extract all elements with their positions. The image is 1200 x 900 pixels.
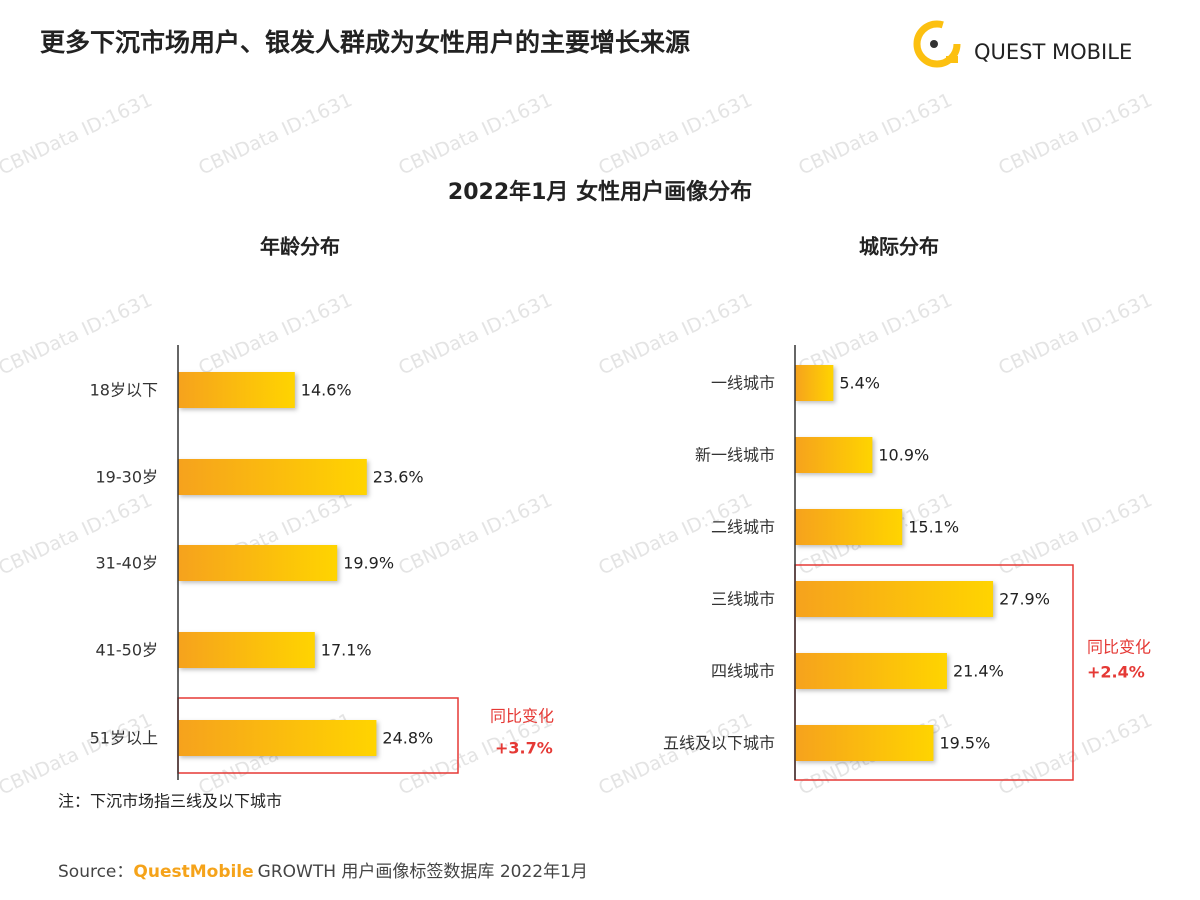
watermark: CBNData ID:1631 [0,89,156,179]
category-label: 51岁以上 [90,729,158,748]
bar [795,437,873,473]
category-label: 一线城市 [711,374,775,393]
value-label: 21.4% [953,662,1004,681]
watermark: CBNData ID:1631 [0,709,156,799]
category-label: 四线城市 [711,662,775,681]
watermark: CBNData ID:1631 [995,709,1156,799]
logo-text: QUEST MOBILE [974,40,1132,64]
bar [178,459,367,495]
bar [178,372,295,408]
value-label: 24.8% [382,729,433,748]
category-label: 41-50岁 [96,641,159,660]
source: Source：QuestMobile GROWTH 用户画像标签数据库 2022年… [58,862,588,882]
value-label: 19.5% [939,734,990,753]
annotation: +2.4% [1087,663,1145,682]
page-title: 更多下沉市场用户、银发人群成为女性用户的主要增长来源 [40,28,690,57]
source-text: GROWTH 用户画像标签数据库 2022年1月 [258,862,588,882]
value-label: 27.9% [999,590,1050,609]
source-brand: QuestMobile [133,862,253,882]
value-label: 15.1% [908,518,959,537]
bar [178,720,377,756]
annotation: 同比变化 [1087,638,1151,657]
annotation: +3.7% [495,739,553,758]
bar [178,632,315,668]
watermark: CBNData ID:1631 [195,89,356,179]
annotation: 同比变化 [490,707,554,726]
bar [795,509,903,545]
watermark: CBNData ID:1631 [995,89,1156,179]
category-label: 31-40岁 [96,554,159,573]
value-label: 19.9% [343,554,394,573]
watermark: CBNData ID:1631 [595,289,756,379]
category-label: 五线及以下城市 [663,734,775,753]
watermark: CBNData ID:1631 [395,289,556,379]
watermark: CBNData ID:1631 [995,489,1156,579]
bar [795,653,947,689]
bar [795,581,994,617]
value-label: 14.6% [301,381,352,400]
value-label: 23.6% [373,468,424,487]
watermark: CBNData ID:1631 [195,289,356,379]
value-label: 5.4% [839,374,880,393]
category-label: 二线城市 [711,518,775,537]
value-label: 10.9% [878,446,929,465]
watermark: CBNData ID:1631 [995,289,1156,379]
category-label: 18岁以下 [90,381,158,400]
value-label: 17.1% [321,641,372,660]
chart-title: 城际分布 [859,235,939,259]
watermark: CBNData ID:1631 [395,489,556,579]
watermark: CBNData ID:1631 [795,89,956,179]
watermark: CBNData ID:1631 [595,709,756,799]
category-label: 新一线城市 [695,446,775,465]
watermark: CBNData ID:1631 [395,89,556,179]
note: 注：下沉市场指三线及以下城市 [58,792,282,811]
bar [178,545,338,581]
logo-icon [913,20,961,68]
bar [795,365,834,401]
subtitle: 2022年1月 女性用户画像分布 [448,179,752,205]
category-label: 三线城市 [711,590,775,609]
bar [795,725,934,761]
chart-title: 年龄分布 [260,235,340,259]
watermark: CBNData ID:1631 [595,89,756,179]
source-label: Source： [58,862,133,882]
watermark: CBNData ID:1631 [0,289,156,379]
category-label: 19-30岁 [96,468,159,487]
